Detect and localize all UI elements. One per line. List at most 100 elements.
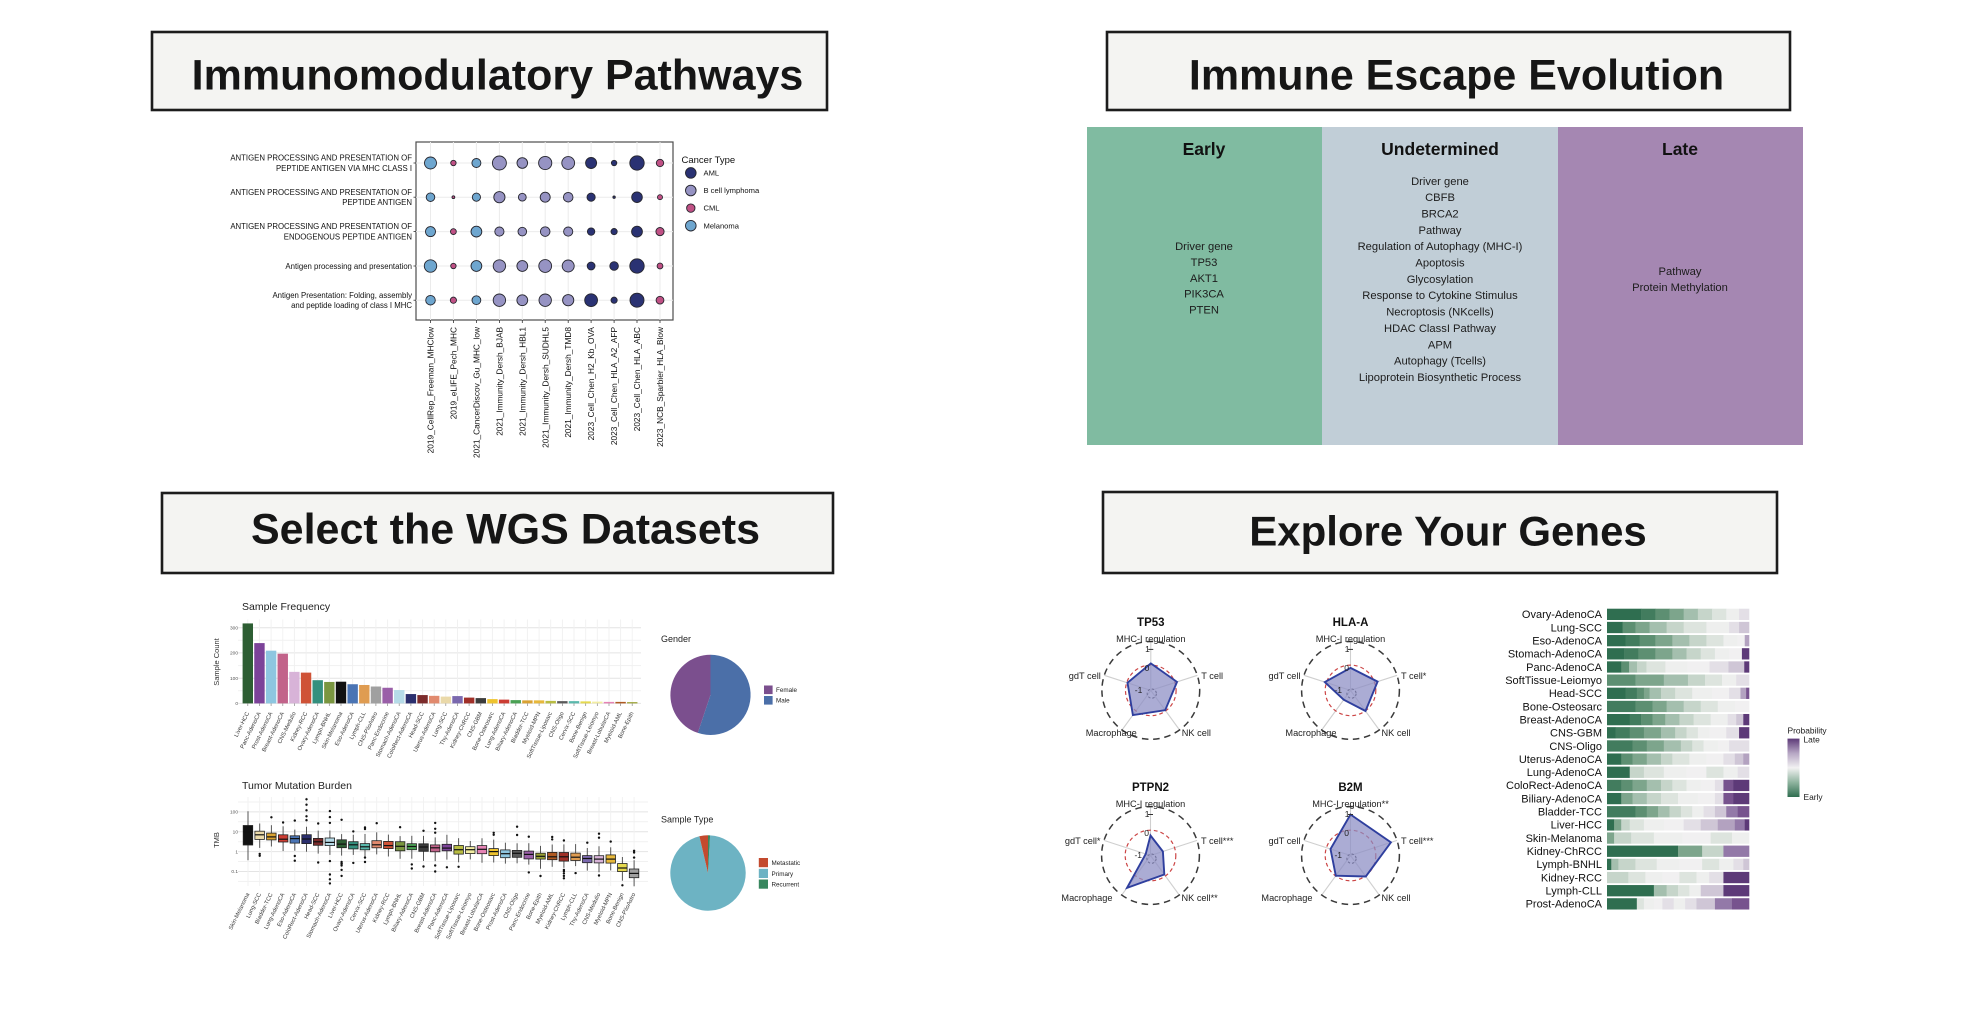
svg-text:Driver gene: Driver gene: [1411, 176, 1469, 188]
svg-text:NK cell: NK cell: [1382, 893, 1411, 903]
svg-text:ColoRect-AdenoCA: ColoRect-AdenoCA: [1506, 780, 1603, 792]
svg-text:gdT cell: gdT cell: [1268, 836, 1300, 846]
svg-text:2023_Cell_Chen_HLA_A2_AFP: 2023_Cell_Chen_HLA_A2_AFP: [609, 327, 619, 446]
svg-text:Sample Type: Sample Type: [661, 815, 713, 825]
svg-text:2021_CancerDiscov_Gu_MHC_low: 2021_CancerDiscov_Gu_MHC_low: [471, 326, 481, 458]
svg-text:Gender: Gender: [661, 634, 691, 644]
svg-text:Undetermined: Undetermined: [1381, 139, 1499, 159]
svg-text:CBFB: CBFB: [1425, 192, 1455, 204]
svg-text:2023_NCB_Sparbier_HLA_Blow: 2023_NCB_Sparbier_HLA_Blow: [655, 326, 665, 447]
svg-text:Late: Late: [1662, 139, 1698, 159]
svg-text:0: 0: [1344, 663, 1349, 673]
svg-text:B2M: B2M: [1338, 782, 1362, 794]
svg-text:PTPN2: PTPN2: [1132, 782, 1169, 794]
svg-text:ANTIGEN PROCESSING AND PRESENT: ANTIGEN PROCESSING AND PRESENTATION OF: [230, 188, 412, 197]
svg-text:Lymph-BNHL: Lymph-BNHL: [1536, 859, 1602, 871]
svg-text:-1: -1: [1135, 685, 1143, 695]
svg-text:Male: Male: [776, 698, 790, 705]
svg-text:Lung-AdenoCA: Lung-AdenoCA: [1527, 767, 1603, 779]
svg-text:Macrophage: Macrophage: [1086, 728, 1137, 738]
svg-text:0.1: 0.1: [231, 869, 238, 875]
svg-text:0: 0: [1145, 663, 1150, 673]
svg-text:2019_CellRep_Freeman_MHClow: 2019_CellRep_Freeman_MHClow: [426, 326, 436, 453]
svg-text:TMB: TMB: [212, 832, 221, 848]
svg-text:0: 0: [1344, 828, 1349, 838]
svg-text:AKT1: AKT1: [1190, 273, 1218, 285]
svg-text:MHC-I regulation: MHC-I regulation: [1116, 634, 1185, 644]
svg-text:gdT cell: gdT cell: [1069, 671, 1101, 681]
svg-text:Autophagy (Tcells): Autophagy (Tcells): [1394, 356, 1486, 368]
svg-text:SoftTissue-Leiomyo: SoftTissue-Leiomyo: [1505, 675, 1602, 687]
svg-text:Lipoprotein Biosynthetic Proce: Lipoprotein Biosynthetic Process: [1359, 372, 1522, 384]
svg-text:0: 0: [1144, 828, 1149, 838]
svg-text:Kidney-ChRCC: Kidney-ChRCC: [1527, 846, 1602, 858]
svg-text:Panc-AdenoCA: Panc-AdenoCA: [1526, 662, 1602, 674]
svg-text:Uterus-AdenoCA: Uterus-AdenoCA: [1519, 754, 1603, 766]
svg-text:10: 10: [233, 830, 239, 836]
svg-text:-1: -1: [1334, 685, 1342, 695]
svg-text:Antigen processing and present: Antigen processing and presentation: [285, 262, 412, 271]
svg-text:-1: -1: [1334, 850, 1342, 860]
svg-text:Recurrent: Recurrent: [772, 882, 800, 889]
svg-text:Metastatic: Metastatic: [772, 860, 801, 867]
svg-text:ANTIGEN PROCESSING AND PRESENT: ANTIGEN PROCESSING AND PRESENTATION OF: [230, 222, 412, 231]
svg-text:T cell***: T cell***: [1201, 836, 1234, 846]
svg-text:1: 1: [1345, 809, 1350, 819]
svg-text:Breast-AdenoCA: Breast-AdenoCA: [1519, 714, 1602, 726]
svg-text:PEPTIDE ANTIGEN VIA MHC CLASS: PEPTIDE ANTIGEN VIA MHC CLASS I: [276, 164, 412, 173]
svg-text:Biliary-AdenoCA: Biliary-AdenoCA: [1521, 793, 1602, 805]
svg-text:Protein Methylation: Protein Methylation: [1632, 282, 1728, 294]
svg-text:gdT cell*: gdT cell*: [1065, 836, 1101, 846]
svg-text:Eso-AdenoCA: Eso-AdenoCA: [1532, 636, 1602, 648]
svg-text:2021_Immunity_Dersh_HBL1: 2021_Immunity_Dersh_HBL1: [517, 327, 527, 436]
svg-text:HDAC ClassI Pathway: HDAC ClassI Pathway: [1384, 323, 1496, 335]
svg-text:Liver-HCC: Liver-HCC: [1551, 820, 1602, 832]
svg-text:T cell***: T cell***: [1401, 836, 1434, 846]
svg-text:Stomach-AdenoCA: Stomach-AdenoCA: [1508, 649, 1603, 661]
svg-text:Immune Escape Evolution: Immune Escape Evolution: [1189, 51, 1724, 99]
svg-text:BRCA2: BRCA2: [1421, 209, 1458, 221]
svg-text:1: 1: [235, 849, 238, 855]
svg-text:2023_Cell_Chen_HLA_ABC: 2023_Cell_Chen_HLA_ABC: [632, 327, 642, 431]
svg-text:-1: -1: [1134, 850, 1142, 860]
svg-text:gdT cell: gdT cell: [1268, 671, 1300, 681]
svg-text:APM: APM: [1428, 339, 1452, 351]
svg-text:ENDOGENOUS PEPTIDE ANTIGEN: ENDOGENOUS PEPTIDE ANTIGEN: [284, 233, 412, 242]
svg-text:Necroptosis (NKcells): Necroptosis (NKcells): [1386, 307, 1494, 319]
svg-text:200: 200: [230, 651, 238, 657]
svg-text:AML: AML: [704, 169, 720, 178]
svg-text:Probability: Probability: [1788, 725, 1828, 735]
svg-text:Tumor Mutation Burden: Tumor Mutation Burden: [242, 780, 352, 792]
svg-text:ANTIGEN PROCESSING AND PRESENT: ANTIGEN PROCESSING AND PRESENTATION OF: [230, 154, 412, 163]
svg-text:2023_Cell_Chen_H2_Kb_OVA: 2023_Cell_Chen_H2_Kb_OVA: [586, 327, 596, 441]
svg-text:Skin-Melanoma: Skin-Melanoma: [1526, 833, 1603, 845]
svg-text:Melanoma: Melanoma: [704, 221, 740, 230]
svg-text:Lymph-CLL: Lymph-CLL: [1546, 886, 1602, 898]
svg-text:Apoptosis: Apoptosis: [1415, 258, 1465, 270]
svg-text:Early: Early: [1804, 792, 1824, 802]
svg-text:Bone-Osteosarc: Bone-Osteosarc: [1523, 701, 1603, 713]
svg-text:Driver gene: Driver gene: [1175, 241, 1233, 253]
svg-text:Primary: Primary: [772, 871, 795, 878]
svg-text:NK cell: NK cell: [1182, 728, 1211, 738]
svg-text:PIK3CA: PIK3CA: [1184, 289, 1224, 301]
svg-text:Macrophage: Macrophage: [1261, 893, 1312, 903]
svg-text:1: 1: [1345, 644, 1350, 654]
svg-text:2019_eLIFE_Pech_MHC: 2019_eLIFE_Pech_MHC: [448, 327, 458, 419]
svg-text:NK cell**: NK cell**: [1182, 893, 1219, 903]
svg-text:CNS-Oligo: CNS-Oligo: [1549, 741, 1602, 753]
svg-text:Macrophage: Macrophage: [1061, 893, 1112, 903]
svg-text:Glycosylation: Glycosylation: [1407, 274, 1474, 286]
svg-text:T cell*: T cell*: [1401, 671, 1427, 681]
svg-text:300: 300: [230, 626, 238, 632]
svg-text:Macrophage: Macrophage: [1285, 728, 1336, 738]
svg-text:MHC-I regulation**: MHC-I regulation**: [1312, 799, 1389, 809]
svg-text:Select the WGS Datasets: Select the WGS Datasets: [251, 506, 760, 554]
svg-text:MHC-I regulation: MHC-I regulation: [1116, 799, 1185, 809]
svg-text:Bladder-TCC: Bladder-TCC: [1538, 807, 1602, 819]
svg-text:Regulation of Autophagy (MHC-I: Regulation of Autophagy (MHC-I): [1358, 241, 1523, 253]
svg-text:Late: Late: [1804, 734, 1821, 744]
svg-text:HLA-A: HLA-A: [1333, 617, 1369, 629]
svg-text:MHC-I regulation: MHC-I regulation: [1316, 634, 1385, 644]
svg-text:Early: Early: [1183, 139, 1226, 159]
